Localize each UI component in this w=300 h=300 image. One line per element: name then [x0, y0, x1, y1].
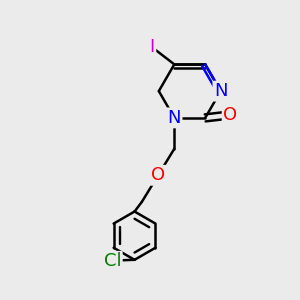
Text: Cl: Cl [103, 252, 121, 270]
Text: N: N [214, 82, 227, 100]
Text: N: N [167, 109, 181, 127]
Text: O: O [223, 106, 237, 124]
Text: I: I [150, 38, 155, 56]
Text: O: O [151, 166, 165, 184]
